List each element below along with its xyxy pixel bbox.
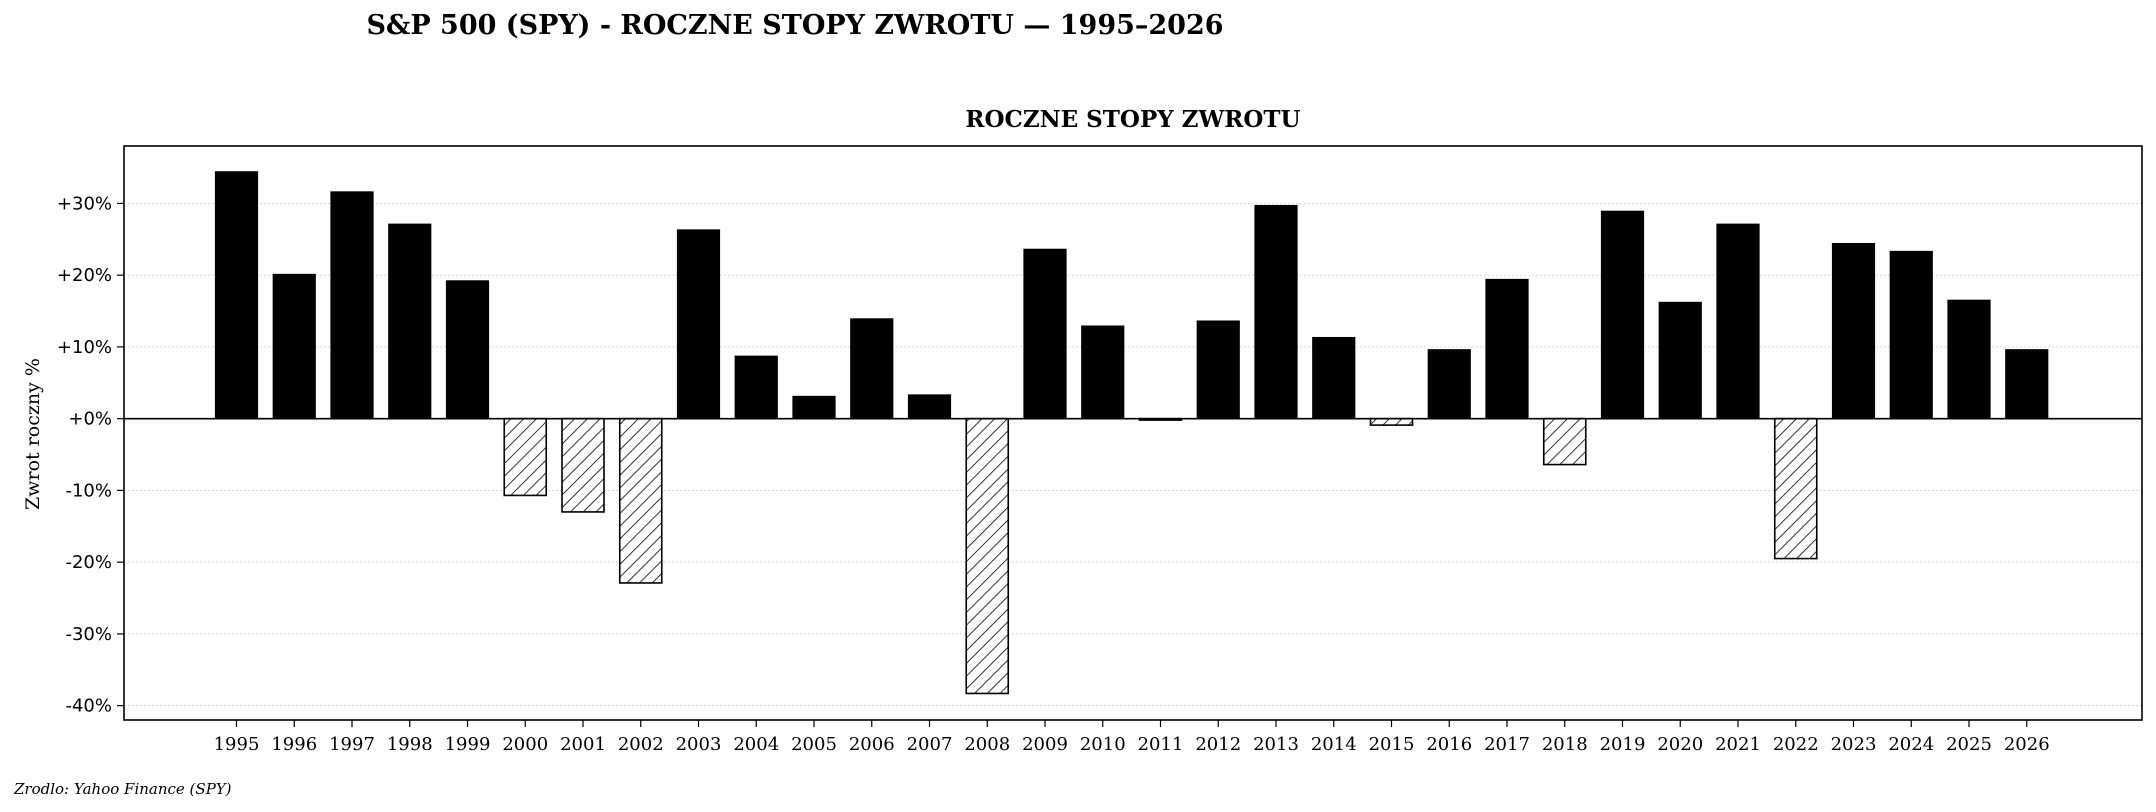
x-tick-label: 2022 bbox=[1773, 734, 1819, 755]
y-tick-label: -10% bbox=[65, 480, 112, 501]
y-tick-label: +0% bbox=[68, 409, 112, 430]
bar-2016 bbox=[1427, 349, 1471, 420]
x-tick-label: 2005 bbox=[791, 734, 837, 755]
x-tick-label: 2014 bbox=[1311, 734, 1357, 755]
plot-frame bbox=[123, 145, 2143, 721]
figure-title: S&P 500 (SPY) - ROCZNE STOPY ZWROTU — 19… bbox=[366, 10, 1223, 41]
x-tick-label: 2013 bbox=[1253, 734, 1299, 755]
x-tick-label: 2025 bbox=[1946, 734, 1992, 755]
x-axis-ticks: 1995 1996 1997 1998 1999 2000 2001 2002 2003 2004… bbox=[214, 720, 2050, 755]
x-tick-label: 2023 bbox=[1831, 734, 1877, 755]
bar-2007 bbox=[907, 394, 952, 420]
bar-2008 bbox=[965, 417, 1010, 695]
x-tick-label: 1997 bbox=[329, 734, 375, 755]
bar-1995 bbox=[214, 171, 259, 420]
bar-2003 bbox=[676, 229, 721, 420]
x-tick-label: 2000 bbox=[502, 734, 548, 755]
x-tick-label: 2011 bbox=[1138, 734, 1184, 755]
bar-2021 bbox=[1716, 223, 1760, 420]
x-tick-label: 2018 bbox=[1542, 734, 1588, 755]
x-tick-label: 2017 bbox=[1484, 734, 1530, 755]
x-tick-label: 2010 bbox=[1080, 734, 1126, 755]
x-tick-label: 2004 bbox=[733, 734, 779, 755]
bar-2004 bbox=[734, 355, 778, 420]
x-tick-label: 2012 bbox=[1195, 734, 1241, 755]
x-tick-label: 2001 bbox=[560, 734, 606, 755]
x-tick-label: 2003 bbox=[676, 734, 722, 755]
bar-2000 bbox=[503, 417, 548, 497]
y-tick-label: +30% bbox=[57, 193, 112, 214]
x-tick-label: 1995 bbox=[214, 734, 260, 755]
x-tick-label: 2015 bbox=[1369, 734, 1415, 755]
bar-1997 bbox=[330, 191, 374, 420]
y-tick-label: +20% bbox=[57, 265, 112, 286]
bar-2001 bbox=[561, 417, 605, 513]
bar-2015 bbox=[1369, 417, 1414, 426]
x-tick-label: 2016 bbox=[1426, 734, 1472, 755]
bar-2019 bbox=[1600, 210, 1645, 420]
bar-2024 bbox=[1889, 250, 1933, 420]
x-tick-label: 2002 bbox=[618, 734, 664, 755]
y-axis-ticks: -40% -30% -20% -10% +0% +10% +20% +30% bbox=[57, 193, 124, 717]
bars bbox=[214, 171, 2049, 695]
bar-2014 bbox=[1312, 336, 1356, 420]
x-tick-label: 2026 bbox=[2004, 734, 2050, 755]
bar-2002 bbox=[618, 417, 663, 584]
x-tick-label: 2009 bbox=[1022, 734, 1068, 755]
x-tick-label: 2020 bbox=[1657, 734, 1703, 755]
x-tick-label: 1996 bbox=[271, 734, 317, 755]
y-tick-label: -40% bbox=[65, 696, 112, 717]
bar-2006 bbox=[850, 318, 894, 420]
bar-2005 bbox=[792, 395, 836, 420]
x-tick-label: 2008 bbox=[964, 734, 1010, 755]
y-tick-label: -20% bbox=[65, 552, 112, 573]
y-tick-label: -30% bbox=[65, 624, 112, 645]
bar-2012 bbox=[1196, 320, 1240, 420]
x-tick-label: 2007 bbox=[907, 734, 953, 755]
bar-1999 bbox=[445, 280, 490, 420]
bar-2022 bbox=[1773, 417, 1818, 560]
y-axis-label: Zwrot roczny % bbox=[22, 358, 44, 510]
y-tick-label: +10% bbox=[57, 337, 112, 358]
bar-2026 bbox=[2005, 349, 2049, 420]
bar-2009 bbox=[1023, 248, 1067, 420]
x-tick-label: 1999 bbox=[445, 734, 491, 755]
bar-1996 bbox=[272, 273, 316, 420]
chart-title: ROCZNE STOPY ZWROTU bbox=[965, 106, 1300, 133]
bar-2023 bbox=[1831, 242, 1876, 420]
x-tick-label: 1998 bbox=[387, 734, 433, 755]
bar-2010 bbox=[1081, 325, 1125, 420]
bar-2025 bbox=[1947, 299, 1991, 420]
x-tick-label: 2019 bbox=[1600, 734, 1646, 755]
bar-2020 bbox=[1658, 301, 1702, 420]
bar-2018 bbox=[1542, 417, 1587, 466]
bar-1998 bbox=[388, 223, 432, 420]
bar-2017 bbox=[1485, 278, 1529, 420]
x-tick-label: 2024 bbox=[1888, 734, 1934, 755]
bar-2013 bbox=[1254, 204, 1298, 420]
x-tick-label: 2021 bbox=[1715, 734, 1761, 755]
source-note: Zrodlo: Yahoo Finance (SPY) bbox=[14, 780, 232, 798]
x-tick-label: 2006 bbox=[849, 734, 895, 755]
